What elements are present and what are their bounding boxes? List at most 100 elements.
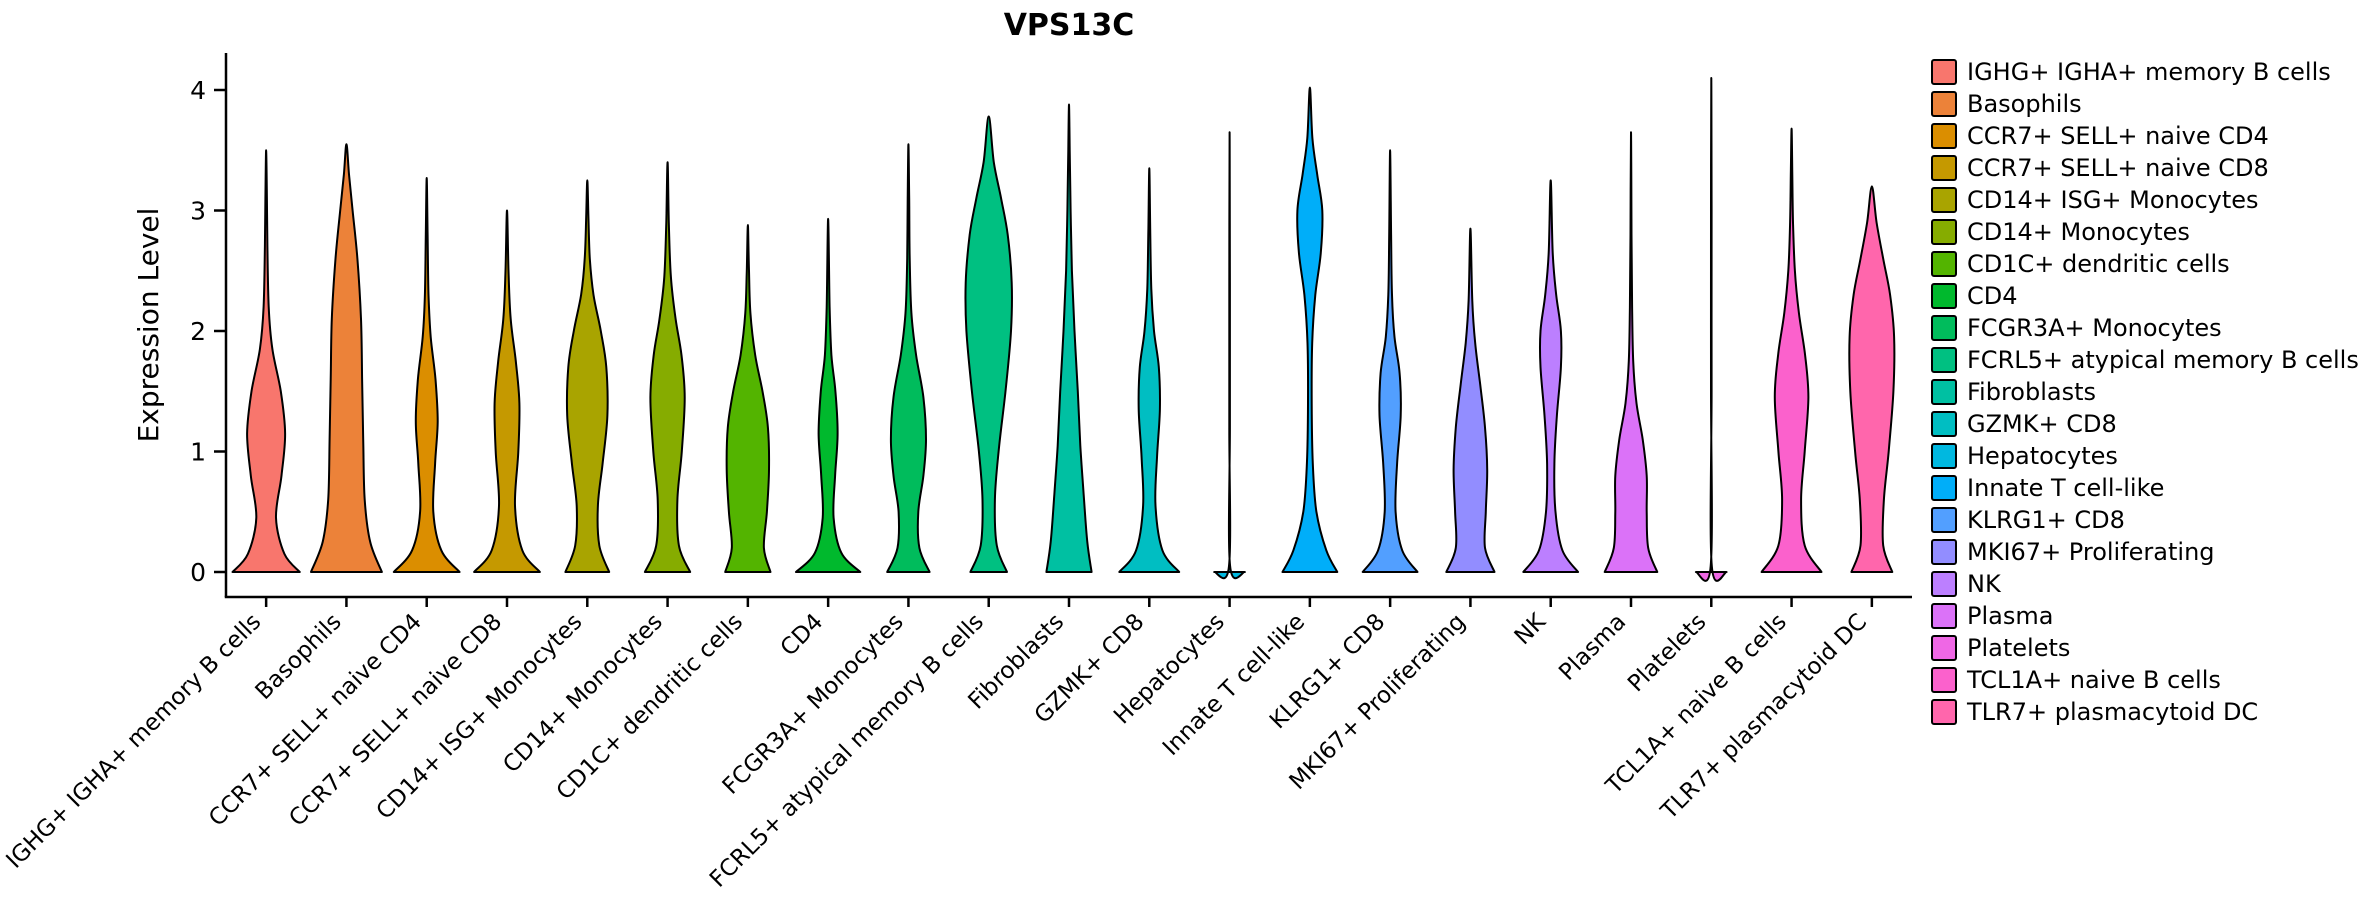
legend-item: CD14+ Monocytes (1931, 216, 2359, 248)
legend-color-swatch (1931, 699, 1957, 725)
violin-13 (1213, 131, 1246, 580)
violin-6 (643, 161, 692, 573)
violin-5 (564, 179, 611, 573)
legend-label: CD14+ Monocytes (1967, 218, 2190, 246)
legend-label: KLRG1+ CD8 (1967, 506, 2125, 534)
y-tick-label: 3 (190, 197, 206, 226)
legend-label: CD4 (1967, 282, 2018, 310)
legend-color-swatch (1931, 507, 1957, 533)
legend-label: Innate T cell-like (1967, 474, 2165, 502)
legend-item: CCR7+ SELL+ naive CD8 (1931, 152, 2359, 184)
legend-item: NK (1931, 568, 2359, 600)
violin-17 (1522, 179, 1580, 573)
legend-item: TCL1A+ naive B cells (1931, 664, 2359, 696)
legend-item: CCR7+ SELL+ naive CD4 (1931, 120, 2359, 152)
legend-color-swatch (1931, 379, 1957, 405)
legend-label: CCR7+ SELL+ naive CD4 (1967, 122, 2269, 150)
legend-color-swatch (1931, 315, 1957, 341)
legend-color-swatch (1931, 187, 1957, 213)
legend-item: IGHG+ IGHA+ memory B cells (1931, 56, 2359, 88)
x-tick-label: Plasma (1554, 609, 1631, 686)
legend-color-swatch (1931, 603, 1957, 629)
violin-19 (1694, 77, 1728, 582)
legend-label: Hepatocytes (1967, 442, 2118, 470)
y-axis-label: Expression Level (132, 208, 165, 443)
plot-canvas: 0 1 2 3 4 Expression Level IGHG+ IGHA+ memory … (2, 53, 1912, 893)
violin-10 (964, 115, 1014, 573)
legend-color-swatch (1931, 475, 1957, 501)
legend-color-swatch (1931, 155, 1957, 181)
violin-9 (886, 143, 931, 573)
violin-18 (1603, 131, 1659, 573)
legend-item: CD4 (1931, 280, 2359, 312)
y-tick-label: 2 (190, 317, 206, 346)
legend-label: CD1C+ dendritic cells (1967, 250, 2230, 278)
legend-item: Hepatocytes (1931, 440, 2359, 472)
legend-color-swatch (1931, 219, 1957, 245)
violin-12 (1118, 167, 1181, 573)
legend-item: FCGR3A+ Monocytes (1931, 312, 2359, 344)
legend-item: Plasma (1931, 600, 2359, 632)
legend-color-swatch (1931, 283, 1957, 309)
legend-item: KLRG1+ CD8 (1931, 504, 2359, 536)
x-tick-label: CD14+ Monocytes (498, 609, 667, 778)
x-tick-label: Innate T cell-like (1158, 609, 1310, 761)
violin-2 (310, 143, 383, 573)
legend-item: CD1C+ dendritic cells (1931, 248, 2359, 280)
legend-color-swatch (1931, 539, 1957, 565)
violin-4 (473, 209, 541, 573)
violin-8 (795, 217, 862, 573)
legend-item: Basophils (1931, 88, 2359, 120)
legend-color-swatch (1931, 251, 1957, 277)
legend: IGHG+ IGHA+ memory B cells Basophils CCR7+… (1931, 56, 2359, 728)
violin-14 (1281, 86, 1339, 573)
legend-label: TCL1A+ naive B cells (1967, 666, 2221, 694)
legend-color-swatch (1931, 91, 1957, 117)
legend-label: Plasma (1967, 602, 2054, 630)
legend-label: CD14+ ISG+ Monocytes (1967, 186, 2259, 214)
legend-item: FCRL5+ atypical memory B cells (1931, 344, 2359, 376)
legend-color-swatch (1931, 123, 1957, 149)
legend-label: CCR7+ SELL+ naive CD8 (1967, 154, 2269, 182)
x-tick-label: CD4 (776, 609, 829, 662)
x-tick-label: NK (1510, 608, 1552, 650)
violin-7 (724, 224, 772, 573)
legend-item: CD14+ ISG+ Monocytes (1931, 184, 2359, 216)
legend-item: Platelets (1931, 632, 2359, 664)
legend-label: MKI67+ Proliferating (1967, 538, 2215, 566)
legend-label: Fibroblasts (1967, 378, 2097, 406)
chart-title: VPS13C (1003, 8, 1135, 43)
legend-item: MKI67+ Proliferating (1931, 536, 2359, 568)
legend-label: GZMK+ CD8 (1967, 410, 2117, 438)
legend-item: GZMK+ CD8 (1931, 408, 2359, 440)
violin-20 (1760, 127, 1823, 573)
violin-3 (392, 177, 461, 573)
legend-label: FCRL5+ atypical memory B cells (1967, 346, 2359, 374)
legend-label: NK (1967, 570, 2001, 598)
violin-15 (1361, 149, 1419, 573)
legend-label: Platelets (1967, 634, 2071, 662)
legend-color-swatch (1931, 667, 1957, 693)
legend-color-swatch (1931, 411, 1957, 437)
y-tick-label: 4 (190, 76, 206, 105)
legend-item: TLR7+ plasmacytoid DC (1931, 696, 2359, 728)
legend-color-swatch (1931, 443, 1957, 469)
violin-16 (1445, 227, 1496, 573)
legend-color-swatch (1931, 59, 1957, 85)
legend-color-swatch (1931, 347, 1957, 373)
legend-item: Fibroblasts (1931, 376, 2359, 408)
legend-label: TLR7+ plasmacytoid DC (1967, 698, 2259, 726)
legend-label: Basophils (1967, 90, 2082, 118)
legend-color-swatch (1931, 635, 1957, 661)
y-tick-label: 0 (190, 558, 206, 587)
y-tick-label: 1 (190, 438, 206, 467)
legend-item: Innate T cell-like (1931, 472, 2359, 504)
violin-21 (1848, 185, 1896, 573)
violin-11 (1045, 103, 1093, 573)
x-tick-label: IGHG+ IGHA+ memory B cells (2, 609, 267, 874)
legend-label: IGHG+ IGHA+ memory B cells (1967, 58, 2331, 86)
violin-1 (231, 149, 301, 573)
legend-color-swatch (1931, 571, 1957, 597)
legend-label: FCGR3A+ Monocytes (1967, 314, 2222, 342)
